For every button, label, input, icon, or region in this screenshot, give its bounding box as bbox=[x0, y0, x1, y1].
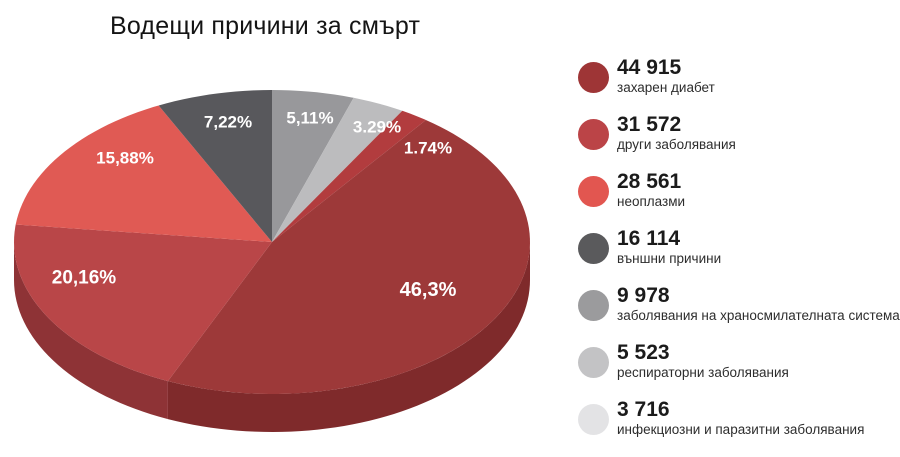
pie-slice bbox=[272, 110, 426, 242]
legend-item: 44 915 захарен диабет bbox=[578, 56, 898, 96]
legend-item: 28 561 неоплазми bbox=[578, 170, 898, 210]
slice-label: 46,3% bbox=[400, 279, 457, 301]
legend-item: 16 114 външни причини bbox=[578, 227, 898, 267]
slice-label: 1.74% bbox=[404, 139, 452, 158]
pie-slice bbox=[272, 90, 354, 242]
slice-label: 3.29% bbox=[353, 118, 401, 137]
legend-dot bbox=[578, 289, 609, 321]
legend-dot bbox=[578, 346, 609, 378]
slice-label: 5,11% bbox=[286, 109, 333, 128]
legend-value: 16 114 bbox=[617, 227, 681, 251]
chart-title: Водещи причини за смърт bbox=[110, 12, 421, 40]
legend-item: 5 523 респираторни заболявания bbox=[578, 341, 898, 381]
legend-value: 5 523 bbox=[617, 341, 670, 365]
legend-value: 28 561 bbox=[617, 170, 682, 194]
legend-item: 9 978 заболявания на храносмилателната с… bbox=[578, 284, 900, 324]
legend-item: 3 716 инфекциозни и паразитни заболявани… bbox=[578, 398, 898, 438]
legend-label: външни причини bbox=[617, 251, 722, 267]
legend-label: заболявания на храносмилателната система bbox=[617, 308, 900, 324]
pie-slice bbox=[158, 90, 272, 242]
slice-label: 20,16% bbox=[52, 268, 117, 289]
legend-dot bbox=[578, 175, 609, 207]
pie-slice-side bbox=[167, 242, 530, 432]
pie-slice bbox=[167, 119, 530, 394]
legend-label: респираторни заболявания bbox=[617, 365, 789, 381]
legend-label: неоплазми bbox=[617, 194, 686, 210]
legend-value: 3 716 bbox=[617, 398, 670, 422]
legend-value: 31 572 bbox=[617, 113, 682, 137]
legend-dot bbox=[578, 118, 609, 150]
pie-slice bbox=[14, 224, 272, 382]
legend-label: други заболявания bbox=[617, 137, 736, 153]
legend-value: 44 915 bbox=[617, 56, 682, 80]
slice-label: 15,88% bbox=[96, 149, 154, 168]
pie-slice-side bbox=[14, 242, 168, 420]
legend-item: 31 572 други заболявания bbox=[578, 113, 898, 153]
slice-label: 7,22% bbox=[204, 113, 252, 132]
legend-label: инфекциозни и паразитни заболявания bbox=[617, 422, 865, 438]
legend: 44 915 захарен диабет 31 572 други забол… bbox=[578, 56, 900, 457]
pie-slice bbox=[15, 105, 272, 242]
legend-value: 9 978 bbox=[617, 284, 670, 308]
legend-dot bbox=[578, 232, 609, 264]
legend-label: захарен диабет bbox=[617, 80, 715, 96]
legend-dot bbox=[578, 403, 609, 435]
legend-dot bbox=[578, 61, 609, 93]
pie-slice bbox=[272, 97, 403, 242]
